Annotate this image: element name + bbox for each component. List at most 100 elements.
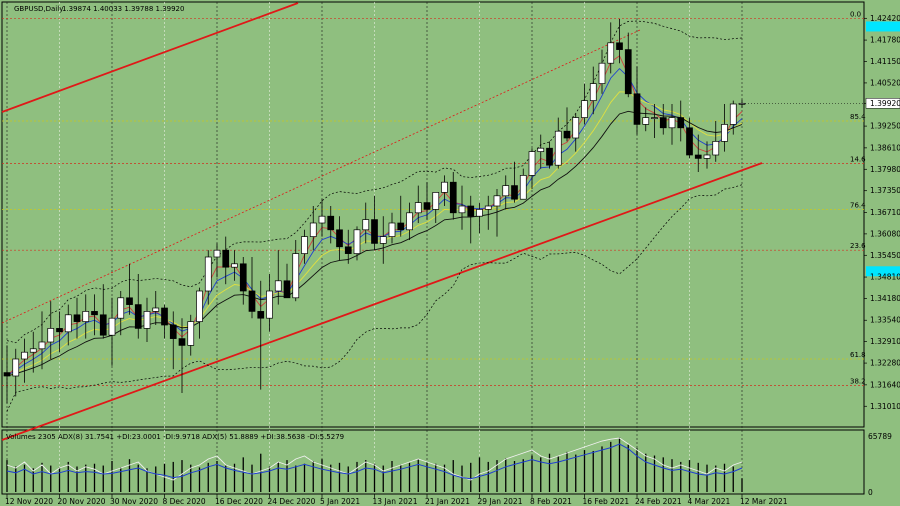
candle-body	[546, 147, 553, 166]
candle-body	[467, 205, 475, 217]
candle-body	[484, 205, 492, 210]
candle-body	[152, 307, 160, 312]
price-tick-label: 1.42420	[870, 14, 900, 23]
candle-body	[82, 311, 90, 322]
candle-body	[379, 236, 387, 244]
price-tick-label: 1.39250	[870, 122, 900, 131]
price-tick-label: 1.32280	[870, 359, 900, 368]
current-price-tag	[865, 98, 900, 109]
candle-body	[353, 229, 361, 254]
adx-white-line	[6, 437, 743, 481]
candle-body	[108, 317, 116, 336]
volume-panel-border	[1, 429, 865, 495]
candle-body	[703, 154, 711, 159]
price-marker-tag	[866, 266, 900, 277]
candle-body	[519, 175, 527, 200]
candle-body	[624, 49, 632, 95]
candle-body	[554, 130, 562, 166]
candle-body	[204, 256, 212, 292]
time-tick-label: 12 Nov 2020	[5, 497, 53, 506]
candle-body	[239, 263, 247, 292]
time-tick-label: 16 Feb 2021	[583, 497, 630, 506]
fib-level-label: 23.6	[850, 242, 866, 250]
candle-body	[589, 83, 597, 101]
candle-body	[449, 181, 457, 214]
candle-body	[161, 307, 168, 326]
candle-body	[56, 328, 63, 333]
candle-body	[3, 372, 11, 377]
time-tick-label: 12 Mar 2021	[740, 497, 788, 506]
time-tick-label: 8 Dec 2020	[163, 497, 206, 506]
price-marker-tag	[866, 21, 900, 32]
price-tick-label: 1.41780	[870, 36, 900, 45]
candle-body	[257, 311, 265, 319]
candle-body	[292, 253, 300, 299]
candle-body	[21, 351, 28, 360]
candle-body	[38, 341, 46, 350]
bollinger-lower	[6, 184, 743, 412]
candle-body	[318, 215, 326, 224]
fib-level-label: 61.8	[850, 351, 866, 359]
candle-body	[458, 205, 466, 214]
candle-body	[64, 314, 72, 333]
candle-body	[274, 280, 282, 292]
candle-body	[178, 338, 186, 346]
candle-body	[729, 103, 737, 125]
candle-body	[441, 181, 448, 193]
price-tick-label: 1.32910	[870, 337, 900, 346]
candle-body	[528, 151, 536, 176]
candle-body	[12, 358, 20, 377]
candle-body	[169, 324, 177, 339]
price-tick-label: 1.41150	[870, 57, 900, 66]
price-tick-label: 1.38610	[870, 143, 900, 152]
candle-body	[99, 314, 107, 336]
candle-body	[642, 117, 650, 125]
candle-body	[222, 249, 230, 268]
candle-body	[327, 215, 335, 231]
candle-body	[187, 321, 195, 346]
time-tick-label: 29 Jan 2021	[478, 497, 523, 506]
candle-body	[563, 130, 571, 139]
candle-body	[502, 185, 510, 197]
time-tick-label: 24 Feb 2021	[635, 497, 682, 506]
price-tick-label: 1.31010	[870, 402, 900, 411]
fib-level-label: 38.2	[850, 378, 866, 386]
channel-lower-line	[1, 162, 763, 441]
time-tick-label: 8 Feb 2021	[530, 497, 572, 506]
time-tick-label: 4 Mar 2021	[688, 497, 731, 506]
candle-body	[301, 236, 308, 254]
price-tick-label: 1.36710	[870, 208, 900, 217]
volume-axis-bottom: 0	[868, 488, 873, 497]
price-tick-label: 1.37350	[870, 186, 900, 195]
fib-level-label: 76.4	[850, 201, 866, 209]
adx-blue-line	[6, 443, 743, 480]
candle-body	[423, 202, 431, 210]
candle-body	[248, 290, 256, 312]
chart-header-ohlc: 1.39874 1.40033 1.39788 1.39920	[62, 5, 184, 13]
candle-body	[231, 263, 238, 268]
candle-body	[266, 290, 273, 319]
time-tick-label: 16 Dec 2020	[215, 497, 263, 506]
channel-mid-line	[1, 29, 641, 324]
chart-header-symbol: GBPUSD,Daily	[14, 5, 63, 13]
candle-body	[371, 219, 378, 244]
candle-body	[651, 117, 658, 119]
channel-upper-line	[1, 2, 299, 113]
candle-body	[686, 127, 693, 156]
candle-body	[572, 117, 580, 139]
price-tick-label: 1.37980	[870, 165, 900, 174]
candle-body	[607, 42, 615, 64]
fib-level-label: 85.4	[850, 113, 866, 121]
fib-level-label: 14.6	[850, 156, 866, 164]
candle-body	[309, 222, 317, 237]
candle-body	[47, 328, 55, 343]
candle-body	[362, 219, 370, 231]
volume-panel-header: Volumes 2305 ADX(8) 31.7541 +DI:23.0001 …	[6, 433, 344, 441]
time-tick-label: 21 Jan 2021	[425, 497, 470, 506]
candle-body	[414, 202, 422, 214]
candle-body	[721, 124, 728, 142]
candle-body	[406, 212, 413, 231]
candle-body	[694, 154, 702, 159]
candle-body	[344, 246, 352, 254]
